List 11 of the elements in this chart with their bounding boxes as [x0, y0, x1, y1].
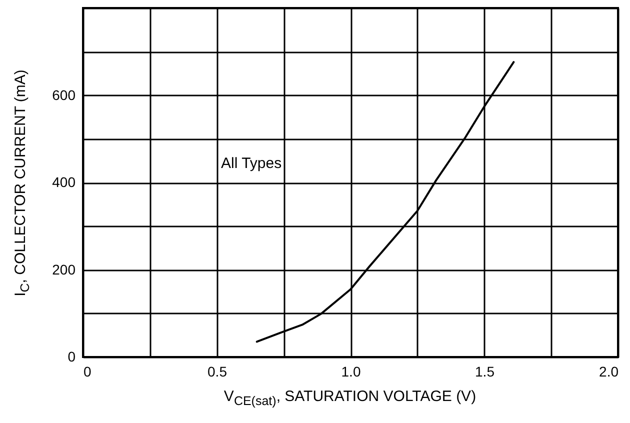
x-tick-label: 2.0 [599, 364, 619, 380]
x-tick-label: 1.0 [341, 364, 361, 380]
y-tick-label: 0 [68, 348, 76, 364]
x-tick-label: 0 [84, 364, 92, 380]
x-tick-label: 0.5 [208, 364, 228, 380]
y-tick-label: 600 [52, 86, 76, 103]
x-axis-title: V$_{CE(sat)}$, SATURATION VOLTAGE (V) [224, 388, 476, 408]
y-tick-label: 200 [52, 261, 76, 278]
y-tick-label: 400 [52, 174, 76, 190]
x-tick-label: 1.5 [475, 364, 495, 380]
annotation: All Types [221, 155, 282, 172]
